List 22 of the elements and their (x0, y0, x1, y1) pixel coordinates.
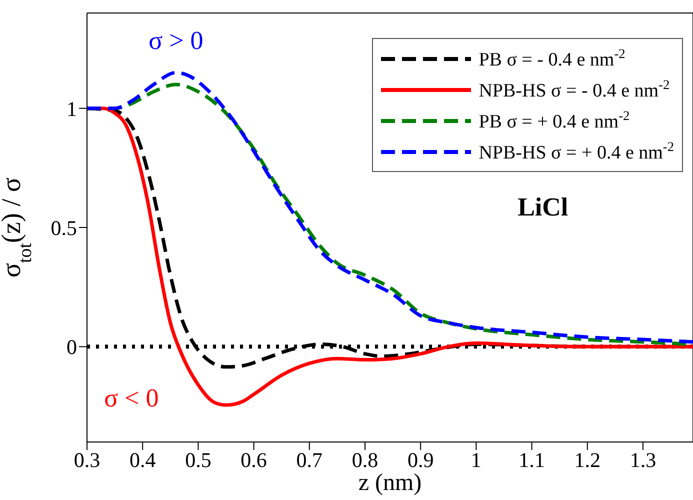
y-tick-label: 0 (66, 335, 77, 360)
x-tick-label: 0.4 (129, 448, 156, 472)
x-tick-label: 0.8 (352, 448, 378, 472)
y-tick-label: 0.5 (50, 216, 77, 240)
legend-label: NPB-HS σ = + 0.4 e nm$^{-2}$ (478, 138, 674, 164)
y-tick-label: 1 (66, 96, 77, 121)
legend-label: PB σ = - 0.4 e nm$^{-2}$ (478, 46, 626, 70)
x-tick-label: 1.2 (574, 448, 600, 472)
legend-label: NPB-HS σ = - 0.4 e nm$^{-2}$ (478, 76, 670, 102)
x-tick-label: 1 (470, 448, 482, 472)
x-tick-label: 0.7 (296, 448, 323, 472)
x-tick-label: 1.3 (630, 448, 656, 472)
x-tick-label: 0.9 (407, 448, 434, 472)
annotation: σ > 0 (148, 26, 204, 55)
x-tick-label: 0.6 (240, 448, 267, 472)
annotation: LiCl (518, 192, 568, 222)
legend-label: PB σ = + 0.4 e nm$^{-2}$ (478, 108, 630, 132)
x-tick-label: 1.1 (518, 448, 545, 472)
x-tick-label: 0.5 (185, 448, 212, 472)
x-axis-title: z (nm) (358, 470, 422, 496)
x-tick-label: 0.3 (74, 448, 100, 472)
annotation: σ < 0 (104, 383, 159, 412)
